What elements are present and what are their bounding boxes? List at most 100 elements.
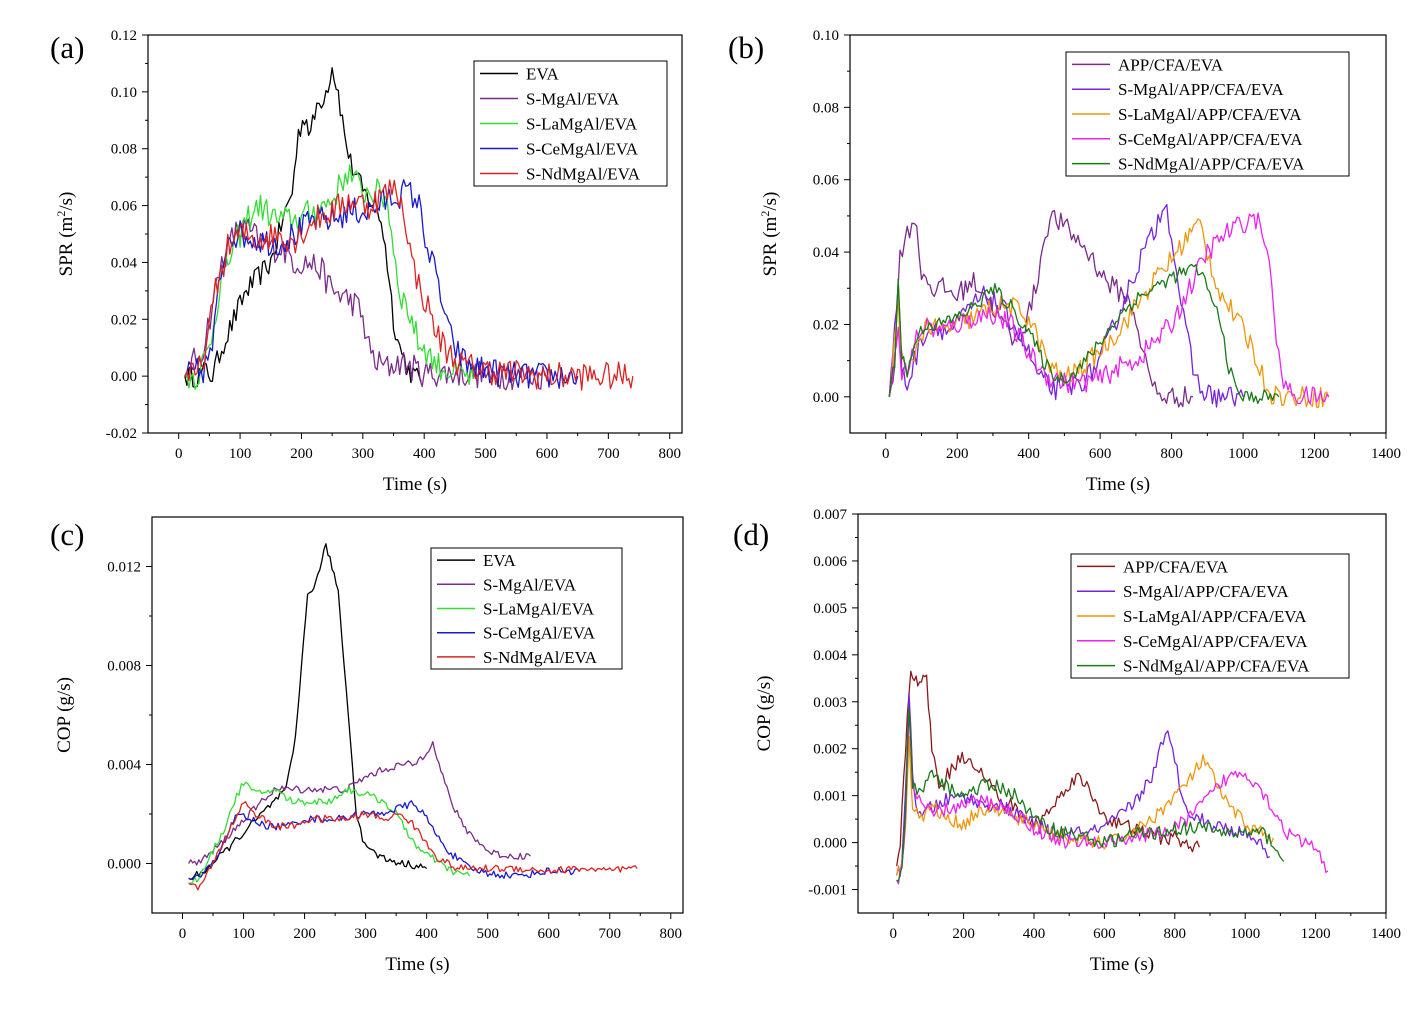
- x-tick-label: 1000: [1228, 446, 1258, 462]
- legend: EVA S-MgAl/EVA S-LaMgAl/EVA S-CeMgAl/EVA S-N…: [430, 547, 623, 670]
- y-axis-title-main: SPR (m: [56, 216, 77, 276]
- x-tick-label: 100: [229, 446, 252, 462]
- y-axis-title: COP (g/s): [754, 676, 775, 752]
- x-tick-label: 400: [1023, 926, 1046, 942]
- legend-entry: S-NdMgAl/APP/CFA/EVA: [1123, 657, 1310, 676]
- panel-label: (a): [50, 30, 84, 65]
- y-axis-title: COP (g/s): [54, 677, 75, 753]
- x-tick-label: 800: [1160, 446, 1183, 462]
- legend-entry: S-NdMgAl/EVA: [483, 648, 598, 667]
- x-tick-label: 0: [179, 926, 187, 942]
- y-tick-label: 0.006: [813, 554, 847, 570]
- y-tick-label: 0.008: [107, 659, 141, 675]
- y-tick-label: 0.10: [813, 28, 839, 44]
- legend-entry: APP/CFA/EVA: [1123, 557, 1229, 576]
- x-tick-label: 300: [352, 446, 375, 462]
- panel-c: 0 100 200 300 400 500 600 700 800 0.000 0.004 0.008…: [50, 516, 684, 975]
- series-line-s-ndmgal-app-cfa-eva: [896, 706, 1285, 882]
- y-tick-label: -0.02: [106, 426, 137, 442]
- legend-entry: S-LaMgAl/APP/CFA/EVA: [1118, 105, 1302, 124]
- x-tick-label: 0: [175, 446, 183, 462]
- x-tick-label: 1400: [1371, 446, 1401, 462]
- series-line-s-ndmgal-eva: [184, 179, 634, 391]
- panel-label: (c): [50, 517, 84, 552]
- y-tick-label: 0.003: [813, 695, 847, 711]
- y-tick-label: 0.004: [107, 758, 141, 774]
- x-tick-label: 400: [1017, 446, 1040, 462]
- legend-entry: S-LaMgAl/EVA: [483, 600, 595, 619]
- y-tick-label: 0.04: [813, 245, 840, 261]
- legend: EVA S-MgAl/EVA S-LaMgAl/EVA S-CeMgAl/EVA S-N…: [473, 60, 668, 187]
- x-axis-title: Time (s): [385, 954, 449, 975]
- y-tick-label: 0.00: [111, 369, 137, 385]
- legend-entry: S-CeMgAl/EVA: [526, 140, 639, 159]
- x-tick-label: 100: [232, 926, 255, 942]
- legend-entry: S-MgAl/APP/CFA/EVA: [1123, 582, 1289, 601]
- series-line-s-lamgal-eva: [184, 164, 474, 390]
- x-tick-label: 600: [536, 446, 559, 462]
- y-tick-label: 0.06: [813, 173, 840, 189]
- plot-frame: [857, 513, 1387, 914]
- y-tick-label: 0.001: [813, 789, 847, 805]
- y-tick-label: 0.08: [111, 142, 137, 158]
- legend: APP/CFA/EVA S-MgAl/APP/CFA/EVA S-LaMgAl/AP…: [1065, 51, 1350, 177]
- legend-box: [1070, 553, 1350, 679]
- y-tick-label: 0.004: [813, 648, 847, 664]
- legend-entry: S-MgAl/EVA: [526, 90, 620, 109]
- y-axis-title-main: SPR (m: [760, 216, 781, 276]
- y-axis-title: SPR (m2/s): [54, 192, 77, 277]
- x-tick-label: 200: [946, 446, 969, 462]
- y-tick-label: 0.012: [107, 560, 141, 576]
- y-tick-label: 0.10: [111, 85, 137, 101]
- y-axis-title-tail: /s): [760, 192, 781, 211]
- series-line-s-mgal-eva: [184, 218, 548, 391]
- series-line-s-mgal-eva: [188, 741, 531, 866]
- x-tick-label: 0: [889, 926, 897, 942]
- series-line-s-cemgal-app-cfa-eva: [896, 708, 1329, 885]
- x-tick-label: 600: [1093, 926, 1116, 942]
- x-tick-label: 200: [952, 926, 975, 942]
- series-line-eva: [188, 543, 428, 881]
- x-tick-label: 1200: [1300, 446, 1330, 462]
- legend-entry: EVA: [526, 65, 559, 84]
- legend-entry: S-LaMgAl/APP/CFA/EVA: [1123, 607, 1307, 626]
- y-axis-title: SPR (m2/s): [758, 192, 781, 277]
- y-axis-title-tail: /s): [56, 192, 77, 211]
- legend-entry: S-MgAl/APP/CFA/EVA: [1118, 80, 1284, 99]
- x-tick-label: 700: [599, 926, 622, 942]
- x-tick-label: 500: [476, 926, 499, 942]
- x-tick-label: 200: [293, 926, 316, 942]
- legend-entry: S-NdMgAl/EVA: [526, 165, 641, 184]
- series-line-s-mgal-app-cfa-eva: [896, 692, 1271, 877]
- x-tick-label: 400: [413, 446, 436, 462]
- x-tick-label: 500: [474, 446, 497, 462]
- plot-frame: [849, 34, 1387, 434]
- x-tick-label: 1200: [1301, 926, 1331, 942]
- x-tick-label: 0: [882, 446, 890, 462]
- panel-a: 0 100 200 300 400 500 600 700 800 -0.02 0.00 0.02 0.…: [50, 28, 683, 495]
- series-line-app-cfa-eva: [896, 670, 1201, 867]
- legend-box: [1065, 51, 1350, 177]
- y-tick-label: 0.02: [813, 317, 839, 333]
- legend: APP/CFA/EVA S-MgAl/APP/CFA/EVA S-LaMgAl/AP…: [1070, 553, 1350, 679]
- y-tick-label: 0.08: [813, 100, 839, 116]
- x-tick-label: 600: [537, 926, 560, 942]
- x-tick-label: 700: [597, 446, 620, 462]
- x-tick-label: 800: [660, 926, 683, 942]
- y-tick-label: 0.000: [813, 836, 847, 852]
- x-axis-title: Time (s): [1090, 954, 1154, 975]
- y-tick-label: 0.000: [107, 857, 141, 873]
- series-line-eva: [184, 67, 422, 388]
- series-line-s-lamgal-app-cfa-eva: [896, 735, 1275, 876]
- panel-label: (b): [728, 30, 764, 65]
- legend-entry: S-LaMgAl/EVA: [526, 115, 638, 134]
- x-tick-label: 400: [415, 926, 438, 942]
- legend-entry: S-CeMgAl/EVA: [483, 624, 596, 643]
- x-axis-title: Time (s): [383, 474, 447, 495]
- x-tick-label: 1400: [1371, 926, 1401, 942]
- x-tick-label: 800: [658, 446, 681, 462]
- panel-d: 0 200 400 600 800 1000 1200 1400 -0.001 0.000 0.00…: [733, 507, 1401, 975]
- legend-entry: S-MgAl/EVA: [483, 575, 577, 594]
- y-axis-title-sup: 2: [54, 211, 68, 217]
